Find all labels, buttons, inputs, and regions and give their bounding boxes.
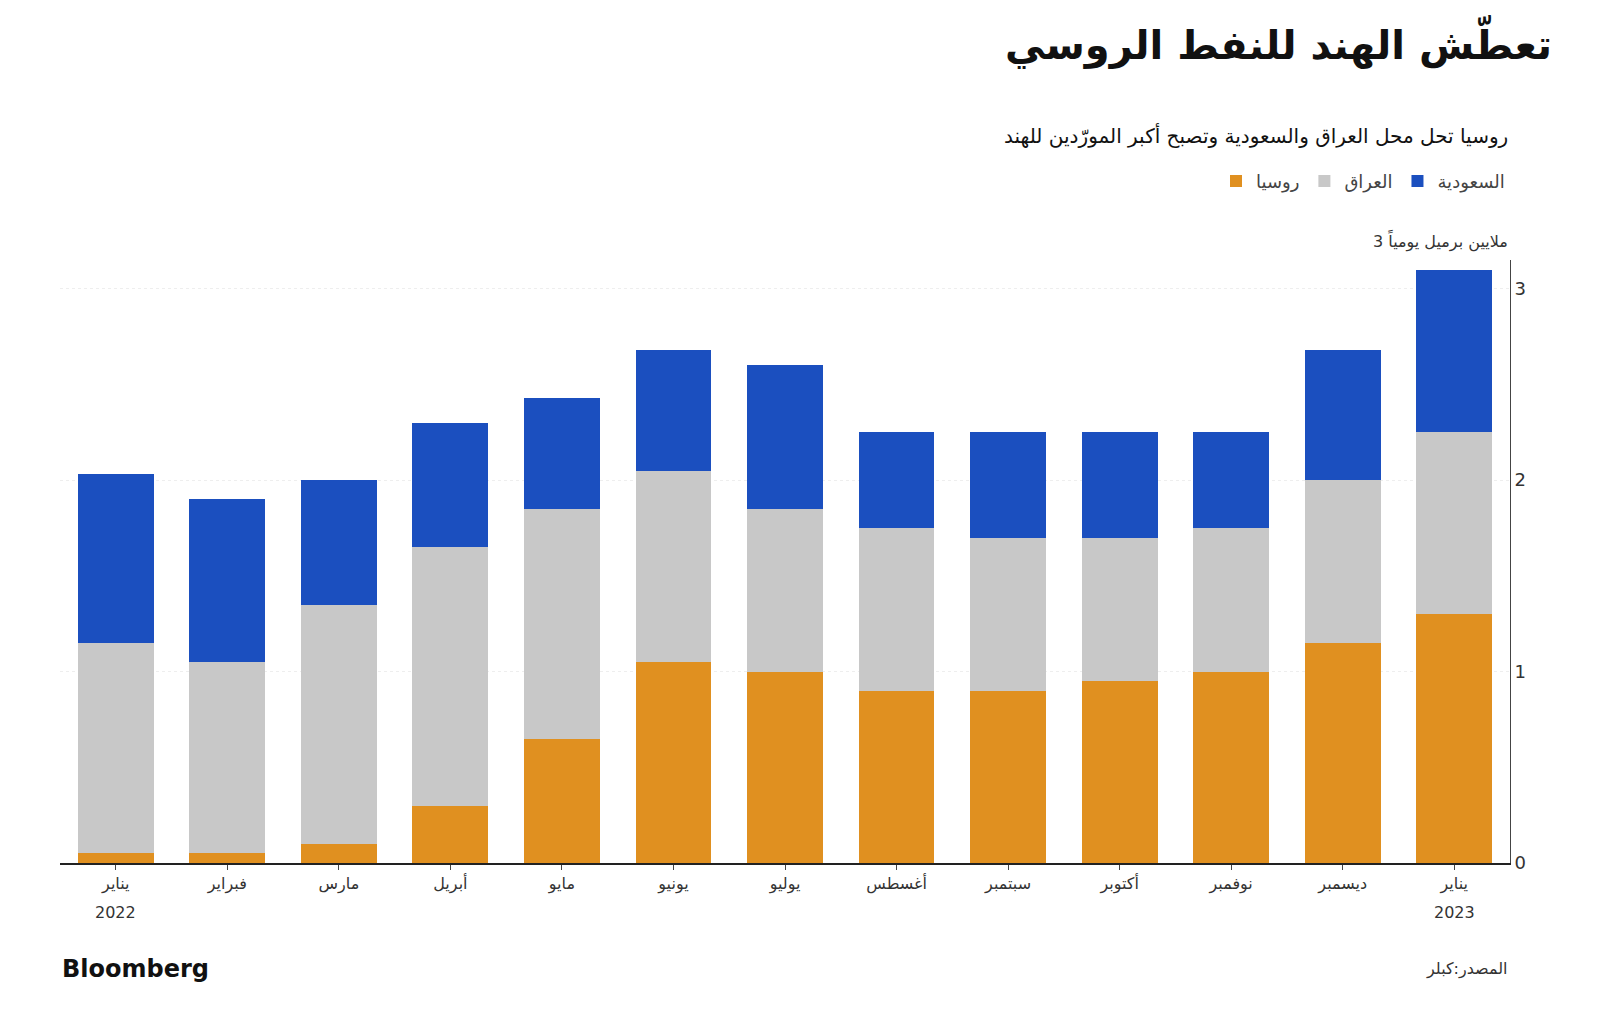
svg-text:مايو: مايو [548,874,575,894]
svg-text:المصدر:كبلر: المصدر:كبلر [1426,959,1508,979]
svg-text:سبتمبر: سبتمبر [984,874,1031,894]
svg-text:2022: 2022 [95,903,136,922]
svg-text:3 ملايين برميل يومياً: 3 ملايين برميل يومياً [1373,229,1508,252]
svg-text:روسيا: روسيا [1256,171,1299,193]
svg-text:Bloomberg: Bloomberg [62,955,209,983]
svg-text:يونيو: يونيو [657,874,688,894]
svg-text:مارس: مارس [318,874,359,894]
svg-text:نوفمبر: نوفمبر [1209,874,1253,894]
svg-text:أغسطس: أغسطس [866,873,927,894]
svg-text:روسيا تحل محل العراق والسعودية: روسيا تحل محل العراق والسعودية وتصبح أكب… [1004,123,1508,148]
svg-text:يناير: يناير [1440,874,1468,894]
svg-text:0: 0 [1515,852,1526,873]
svg-text:2: 2 [1515,469,1526,490]
svg-text:3: 3 [1515,278,1526,299]
svg-text:أكتوبر: أكتوبر [1099,873,1138,894]
svg-text:تعطّش الهند للنفط الروسي: تعطّش الهند للنفط الروسي [1005,15,1552,69]
svg-text:2023: 2023 [1434,903,1475,922]
svg-text:ديسمبر: ديسمبر [1317,874,1367,894]
svg-text:السعودية: السعودية [1437,171,1504,193]
svg-text:فبراير: فبراير [207,874,247,894]
svg-text:أبريل: أبريل [433,873,467,894]
svg-text:1: 1 [1515,661,1526,682]
svg-text:العراق: العراق [1344,171,1392,193]
svg-text:يوليو: يوليو [769,874,801,894]
svg-text:يناير: يناير [101,874,129,894]
